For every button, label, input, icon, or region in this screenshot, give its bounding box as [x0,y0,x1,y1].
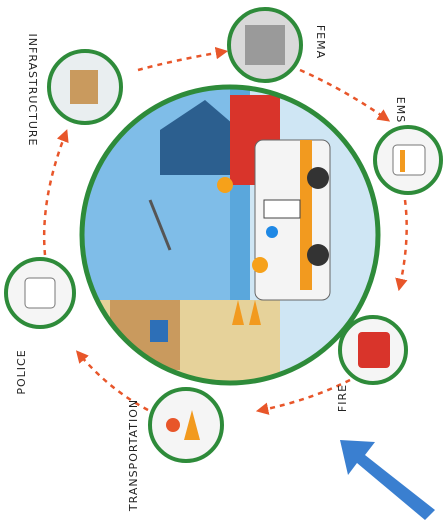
node-label: INFRASTRUCTURE [26,34,39,147]
node-label: FEMA [314,25,327,59]
diagram: FEMA EMS FIRE TRANSPORTATION POLICE INFR… [0,0,448,520]
node-label: POLICE [15,349,28,394]
node-label: EMS [394,97,407,123]
node-label: FIRE [336,384,349,412]
incoming-arrow [340,440,435,520]
node-label: TRANSPORTATION [127,399,140,512]
